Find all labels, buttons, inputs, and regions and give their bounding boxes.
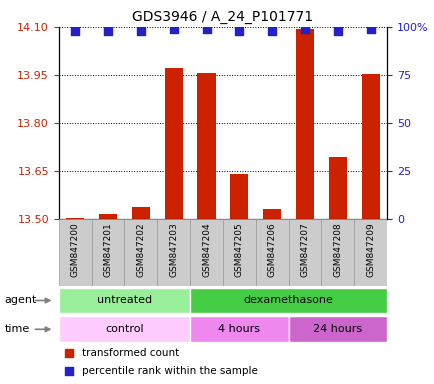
Bar <box>353 219 386 286</box>
Text: GSM847205: GSM847205 <box>234 222 243 277</box>
Title: GDS3946 / A_24_P101771: GDS3946 / A_24_P101771 <box>132 10 313 25</box>
Point <box>366 26 373 32</box>
Bar <box>66 218 84 219</box>
Bar <box>99 214 117 219</box>
Point <box>268 28 275 34</box>
Text: 4 hours: 4 hours <box>218 324 260 334</box>
Point <box>203 26 210 32</box>
Text: GSM847206: GSM847206 <box>267 222 276 277</box>
Bar <box>288 316 386 342</box>
Bar <box>263 209 281 219</box>
Text: time: time <box>4 324 30 334</box>
Text: GSM847200: GSM847200 <box>70 222 79 277</box>
Text: agent: agent <box>4 295 36 306</box>
Point <box>104 28 111 34</box>
Bar <box>190 219 223 286</box>
Text: GSM847209: GSM847209 <box>365 222 375 277</box>
Text: 24 hours: 24 hours <box>312 324 362 334</box>
Bar <box>164 68 182 219</box>
Bar <box>59 219 92 286</box>
Text: untreated: untreated <box>97 295 151 306</box>
Bar <box>222 219 255 286</box>
Text: GSM847208: GSM847208 <box>332 222 342 277</box>
Text: transformed count: transformed count <box>82 348 178 358</box>
Bar <box>321 219 353 286</box>
Point <box>301 26 308 32</box>
Point <box>235 28 242 34</box>
Bar <box>157 219 190 286</box>
Point <box>65 368 72 374</box>
Bar <box>132 207 150 219</box>
Point <box>137 28 144 34</box>
Bar <box>59 316 190 342</box>
Bar <box>190 316 288 342</box>
Bar <box>190 288 386 313</box>
Bar <box>124 219 157 286</box>
Bar <box>255 219 288 286</box>
Bar <box>361 74 379 219</box>
Bar <box>197 73 215 219</box>
Bar <box>59 288 190 313</box>
Text: GSM847202: GSM847202 <box>136 222 145 277</box>
Point <box>65 350 72 356</box>
Bar <box>92 219 124 286</box>
Text: GSM847207: GSM847207 <box>300 222 309 277</box>
Text: dexamethasone: dexamethasone <box>243 295 333 306</box>
Bar <box>295 29 313 219</box>
Point <box>72 28 79 34</box>
Bar <box>230 174 248 219</box>
Text: control: control <box>105 324 143 334</box>
Text: GSM847203: GSM847203 <box>169 222 178 277</box>
Bar <box>288 219 321 286</box>
Point <box>170 26 177 32</box>
Text: GSM847201: GSM847201 <box>103 222 112 277</box>
Point <box>334 28 341 34</box>
Bar <box>328 157 346 219</box>
Text: percentile rank within the sample: percentile rank within the sample <box>82 366 257 376</box>
Text: GSM847204: GSM847204 <box>201 222 210 277</box>
